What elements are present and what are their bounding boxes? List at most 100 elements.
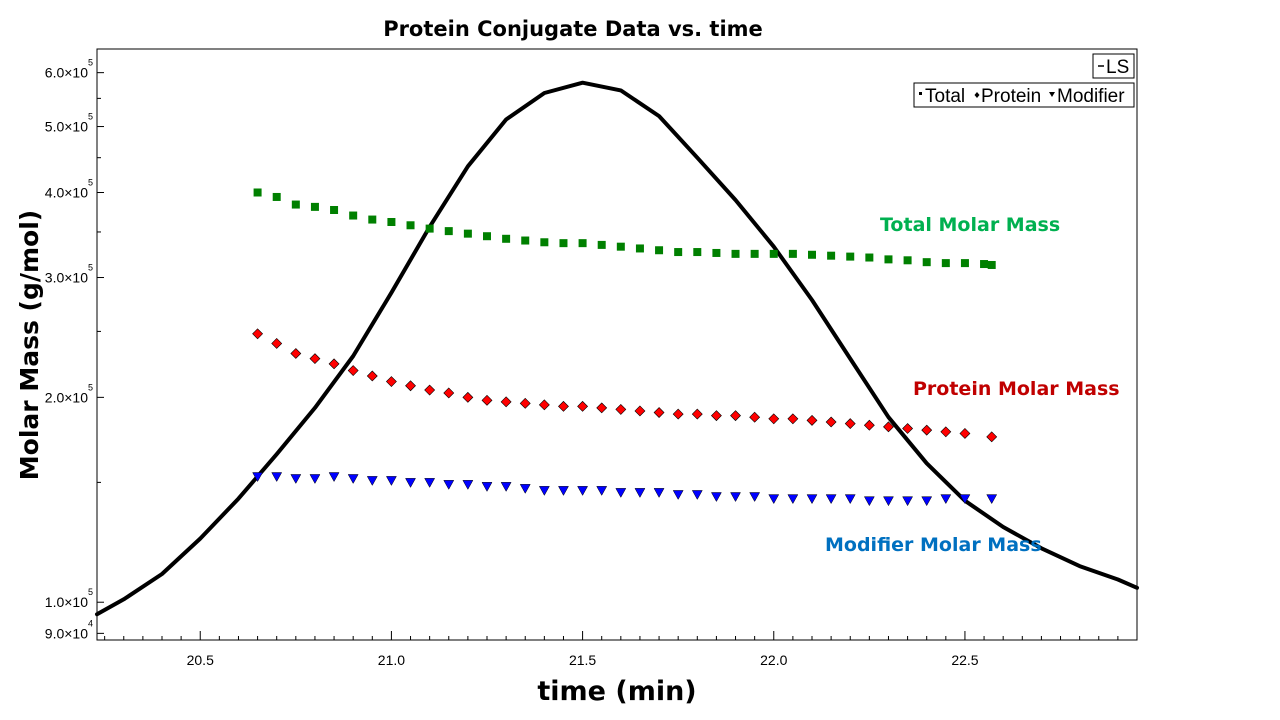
protein-point [921, 424, 933, 436]
x-tick-label: 22.0 [760, 652, 787, 668]
y-tick-exponent: 5 [88, 58, 93, 68]
y-axis-label: Molar Mass (g/mol) [15, 210, 44, 480]
y-tick-exponent: 5 [88, 112, 93, 122]
y-tick-label: 9.0×10 [45, 625, 88, 641]
modifier-point [252, 472, 264, 483]
protein-point [424, 384, 436, 396]
protein-point [730, 410, 741, 422]
x-tick-label: 22.5 [951, 652, 978, 668]
modifier-point [672, 490, 684, 500]
protein-point [405, 380, 416, 392]
y-tick-label: 4.0×10 [45, 184, 88, 200]
modifier-point [271, 472, 283, 483]
total-point [291, 200, 300, 209]
protein-point [596, 402, 608, 414]
protein-point [749, 411, 761, 423]
total-point [693, 248, 702, 257]
y-tick-label: 1.0×10 [45, 594, 88, 610]
total-point [310, 202, 319, 211]
legend-ls-label: LS [1106, 57, 1129, 78]
legend-total-label: Total [925, 86, 965, 107]
protein-point [691, 408, 703, 420]
modifier-point [500, 482, 512, 492]
protein-point [347, 365, 359, 376]
protein-point [577, 400, 589, 412]
x-axis-label: time (min) [537, 676, 696, 707]
total-point [559, 239, 568, 248]
protein-point [500, 396, 512, 408]
modifier-point [787, 494, 799, 505]
modifier-point [385, 476, 397, 486]
legend-total-marker [919, 92, 922, 95]
modifier-point [347, 474, 359, 484]
total-point [272, 192, 281, 201]
legend-protein-marker [974, 92, 980, 98]
protein-point [825, 416, 837, 428]
total-point [502, 234, 511, 243]
total-point [483, 232, 491, 241]
modifier-point [691, 490, 703, 500]
protein-point [883, 421, 894, 433]
total-point [616, 242, 625, 251]
legend-ls[interactable]: LS [1092, 53, 1135, 79]
modifier-point [309, 474, 321, 484]
total-point [941, 259, 950, 268]
total-point [425, 224, 434, 233]
modifier-point [863, 496, 875, 507]
modifier-point [538, 486, 550, 496]
chart-title: Protein Conjugate Data vs. time [383, 17, 763, 41]
modifier-point [290, 474, 302, 484]
modifier-point [902, 496, 914, 507]
protein-point [309, 353, 321, 365]
total-point [769, 249, 778, 258]
protein-point [385, 376, 397, 387]
x-axis: 20.5 21.0 21.5 22.0 22.5 [104, 631, 1138, 668]
total-point [865, 253, 874, 262]
total-point [846, 252, 855, 261]
protein-point [806, 414, 818, 426]
total-point [903, 256, 912, 265]
total-point [808, 250, 816, 259]
total-point [387, 217, 396, 226]
modifier-point [366, 476, 378, 486]
protein-point [462, 391, 474, 403]
modifier-point [844, 494, 856, 505]
modifier-point [596, 486, 608, 496]
legend-protein-label: Protein [981, 86, 1041, 107]
modifier-point [806, 494, 818, 505]
total-point [712, 248, 721, 257]
modifier-point [730, 492, 741, 503]
annotation-total: Total Molar Mass [880, 214, 1060, 236]
total-point [597, 240, 606, 249]
modifier-point [519, 484, 531, 494]
total-point [349, 211, 358, 220]
x-tick-label: 21.5 [569, 652, 596, 668]
modifier-point [959, 494, 971, 505]
modifier-point [405, 478, 416, 488]
y-tick-exponent: 5 [88, 177, 93, 187]
protein-point [634, 405, 646, 417]
x-tick-label: 21.0 [378, 652, 405, 668]
modifier-point [940, 494, 952, 505]
total-point [750, 249, 759, 258]
modifier-point [615, 488, 627, 498]
total-point [788, 249, 797, 258]
legend-series[interactable]: Total Protein Modifier [913, 82, 1135, 108]
total-point [980, 260, 989, 269]
y-tick-exponent: 4 [88, 618, 93, 628]
annotation-modifier: Modifier Molar Mass [825, 534, 1042, 556]
modifier-point [921, 496, 933, 507]
total-point [540, 238, 549, 247]
modifier-point [424, 478, 436, 488]
protein-point [710, 410, 722, 422]
total-point [253, 188, 262, 197]
protein-point [768, 413, 780, 425]
legend-modifier-marker [1049, 92, 1055, 97]
modifier-point [749, 492, 761, 503]
protein-point [986, 431, 998, 443]
y-tick-label: 5.0×10 [45, 119, 88, 135]
total-point [521, 236, 530, 245]
protein-point [481, 394, 493, 406]
plot-area [96, 48, 1138, 641]
